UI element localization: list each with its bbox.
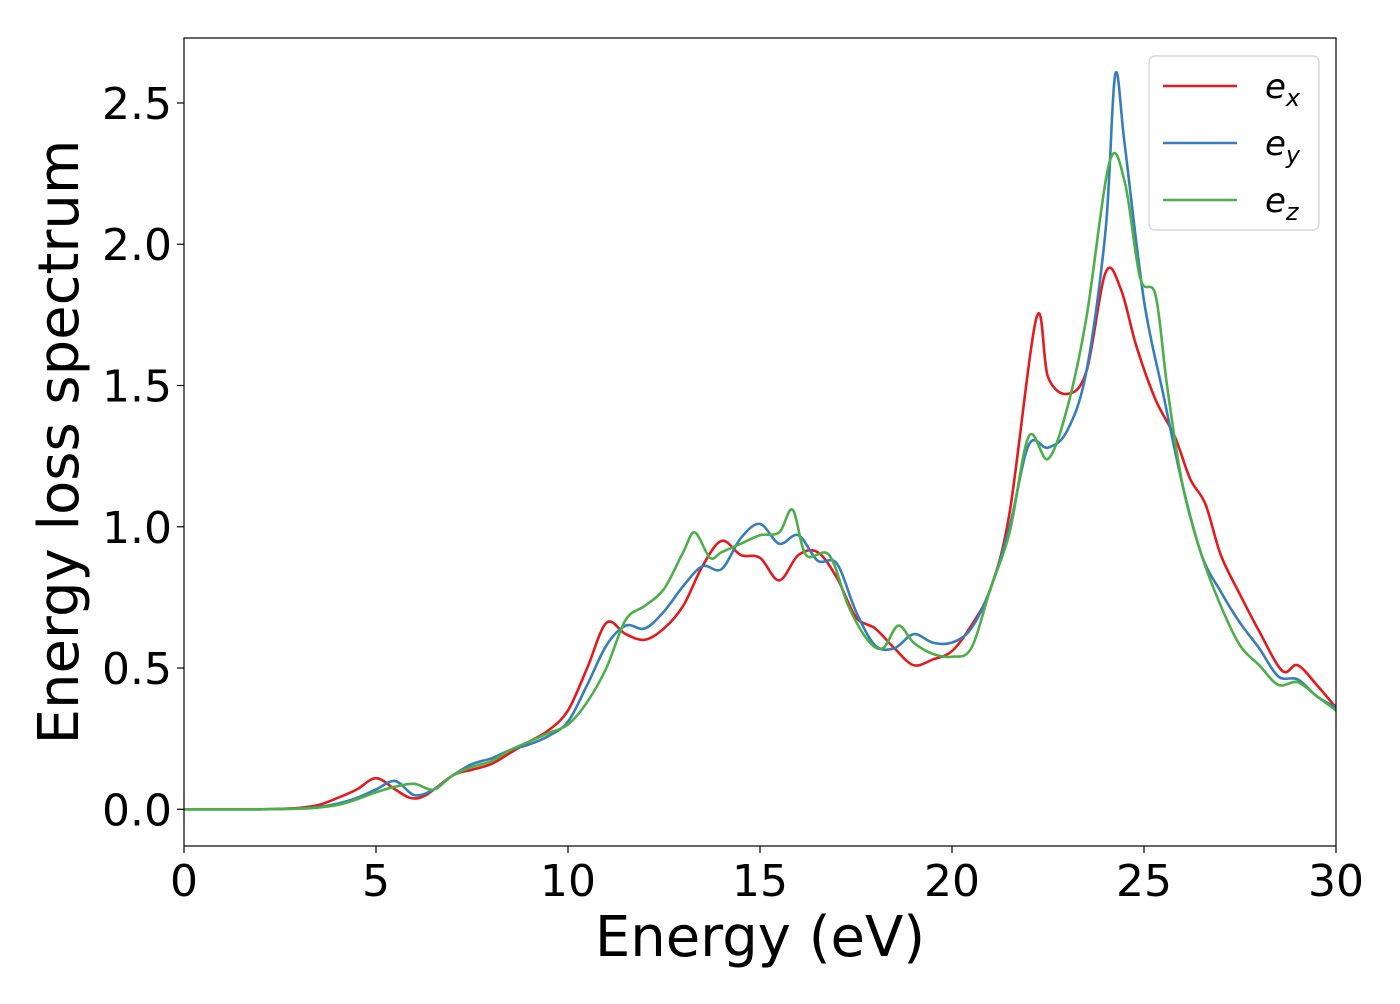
legend-label: ez	[1265, 181, 1300, 226]
x-tick-label: 5	[362, 856, 390, 907]
x-tick-label: 10	[540, 856, 596, 907]
y-tick-label: 1.5	[102, 361, 172, 412]
y-axis-ticks: 0.0 0.5 1.0 1.5 2.0 2.5	[102, 79, 184, 836]
y-tick-label: 0.0	[102, 785, 172, 836]
legend-item-x: ex	[1163, 67, 1301, 112]
y-tick-label: 0.5	[102, 644, 172, 695]
y-tick-label: 2.5	[102, 79, 172, 130]
legend-item-y: ey	[1163, 124, 1301, 169]
y-tick-label: 1.0	[102, 503, 172, 554]
y-tick-label: 2.0	[102, 220, 172, 271]
legend-label: ex	[1265, 67, 1301, 112]
x-axis-label: Energy (eV)	[595, 905, 925, 970]
legend-items: ex ey ez	[1163, 67, 1301, 226]
x-tick-label: 30	[1308, 856, 1364, 907]
legend-label: ey	[1265, 124, 1301, 169]
x-tick-label: 15	[732, 856, 788, 907]
series-line-x	[184, 266, 1336, 811]
y-axis-label: Energy loss spectrum	[27, 140, 92, 745]
x-axis-ticks: 0 5 10 15 20 25 30	[170, 846, 1364, 907]
series-line-z	[184, 151, 1336, 811]
x-tick-label: 25	[1116, 856, 1172, 907]
series-layer	[184, 70, 1336, 811]
legend-item-z: ez	[1163, 181, 1300, 226]
x-tick-label: 20	[924, 856, 980, 907]
legend: ex ey ez	[1148, 55, 1320, 231]
x-tick-label: 0	[170, 856, 198, 907]
